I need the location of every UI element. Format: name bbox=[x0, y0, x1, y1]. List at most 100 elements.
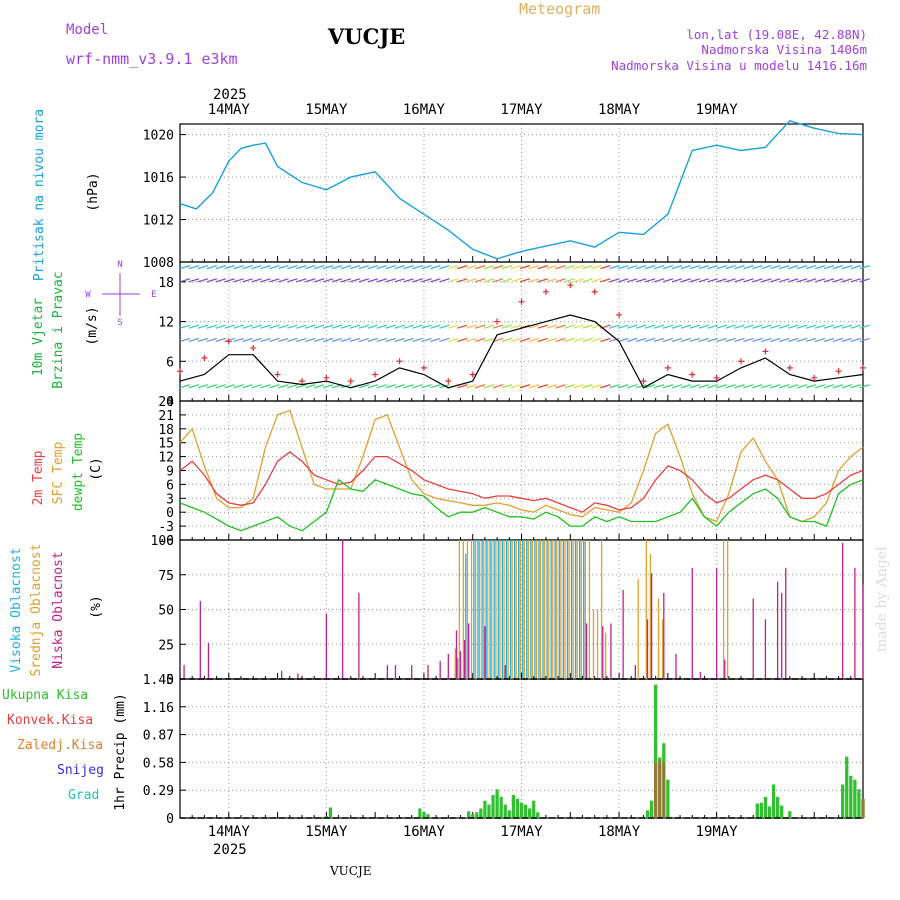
wind-barb bbox=[457, 278, 468, 283]
y-tick-label: 0.29 bbox=[143, 784, 174, 799]
wind-barb bbox=[340, 337, 352, 343]
wind-barb bbox=[796, 384, 808, 389]
total-precip-bar bbox=[780, 805, 784, 818]
total-precip-bar bbox=[418, 808, 422, 818]
wind-barb bbox=[367, 384, 378, 389]
wind-barb bbox=[814, 324, 826, 329]
compass-icon: N W E S bbox=[85, 260, 156, 328]
wind-barb bbox=[627, 265, 638, 270]
wind-barb bbox=[322, 337, 334, 343]
wind-barb bbox=[501, 384, 513, 389]
wind-barb bbox=[796, 324, 808, 329]
wind-barb bbox=[689, 265, 700, 270]
wind-barb bbox=[528, 324, 539, 329]
conv-precip-bar bbox=[662, 762, 666, 818]
y-tick-label: 24 bbox=[158, 395, 174, 410]
wind-barb bbox=[278, 278, 289, 283]
wind-barb bbox=[600, 337, 611, 343]
wind-barb bbox=[725, 278, 736, 283]
wind-barb bbox=[725, 384, 736, 389]
wind-barb bbox=[501, 324, 513, 329]
total-precip-bar bbox=[487, 804, 491, 818]
wind-barb bbox=[421, 324, 432, 329]
wind-barb bbox=[510, 265, 522, 270]
wind-barb bbox=[859, 278, 870, 283]
wind-barb bbox=[573, 324, 584, 329]
wind-barb bbox=[483, 384, 495, 389]
wind-barb bbox=[322, 384, 334, 389]
wind-barb bbox=[510, 278, 522, 283]
station-title: VUCJE bbox=[327, 24, 405, 49]
wind-barb bbox=[430, 265, 441, 270]
total-precip-bar bbox=[654, 684, 658, 818]
wind-barb bbox=[832, 265, 844, 270]
total-precip-bar bbox=[475, 812, 479, 818]
wind-barb bbox=[823, 337, 835, 343]
wind-barb bbox=[582, 278, 593, 283]
wind-barb bbox=[618, 265, 629, 270]
wind-barb bbox=[591, 278, 602, 283]
total-precip-bar bbox=[759, 802, 763, 818]
wind-barb bbox=[457, 384, 468, 389]
y-tick-label: 18 bbox=[158, 276, 174, 291]
gust-marker bbox=[860, 364, 866, 371]
total-precip-bar bbox=[515, 798, 520, 818]
wind-barb bbox=[779, 278, 790, 283]
wind-barb bbox=[322, 265, 334, 270]
wind-barb bbox=[260, 384, 271, 389]
wind-barb bbox=[752, 278, 763, 283]
wind-barb bbox=[609, 265, 620, 270]
wind-barb bbox=[421, 278, 432, 283]
wind-barb bbox=[412, 324, 423, 329]
y-tick-label: 0 bbox=[166, 673, 174, 688]
wind-barb bbox=[179, 337, 191, 343]
day-label-bottom: 14MAY bbox=[208, 824, 251, 840]
wind-barb bbox=[850, 384, 861, 389]
wind-barb bbox=[555, 337, 566, 343]
total-precip-bar bbox=[422, 812, 426, 818]
total-precip-bar bbox=[499, 796, 503, 818]
wind-barb bbox=[832, 384, 844, 389]
wind-barb bbox=[179, 324, 191, 329]
wind-barb bbox=[331, 324, 343, 329]
day-label-bottom: 18MAY bbox=[598, 824, 641, 840]
wind-barb bbox=[519, 384, 531, 389]
gust-marker bbox=[420, 364, 427, 371]
gust-marker bbox=[177, 368, 183, 375]
wind-barb bbox=[367, 278, 378, 283]
wind-barb bbox=[331, 278, 343, 283]
wind-barb bbox=[260, 265, 271, 270]
day-label-top: 16MAY bbox=[403, 102, 446, 118]
wind-barb bbox=[680, 278, 692, 283]
total-precip-bar bbox=[771, 784, 776, 818]
gust-marker bbox=[567, 282, 574, 289]
wind-barb bbox=[233, 324, 244, 329]
wind-barb bbox=[725, 324, 736, 329]
gust-marker bbox=[469, 371, 476, 378]
wind-barb bbox=[689, 278, 700, 283]
total-precip-bar bbox=[491, 794, 495, 818]
wind-barb bbox=[403, 384, 414, 389]
lonlat-label: lon,lat (19.08E, 42.88N) bbox=[686, 27, 867, 42]
wind-barb bbox=[555, 278, 566, 283]
wind-barb bbox=[251, 384, 262, 389]
total-precip-bar bbox=[523, 804, 528, 818]
wind-barb bbox=[349, 278, 361, 283]
wind-barb bbox=[269, 324, 280, 329]
conv-precip-bar bbox=[654, 762, 658, 818]
cloud-title-3: Niska Oblacnost bbox=[51, 551, 66, 668]
total-precip-bar bbox=[857, 789, 861, 818]
wind-barb bbox=[698, 265, 709, 270]
wind-barb bbox=[734, 265, 745, 270]
gust-marker bbox=[786, 364, 793, 371]
wind-barb bbox=[582, 337, 593, 343]
wind-barb bbox=[448, 278, 459, 283]
total-precip-bar bbox=[479, 808, 483, 818]
wind-barb bbox=[394, 384, 405, 389]
wind-barb bbox=[537, 337, 548, 343]
wind-barb bbox=[644, 324, 656, 329]
wind-barb bbox=[841, 265, 853, 270]
wind-barb bbox=[215, 278, 226, 283]
wind-barb bbox=[591, 384, 602, 389]
wind-barb bbox=[698, 384, 709, 389]
